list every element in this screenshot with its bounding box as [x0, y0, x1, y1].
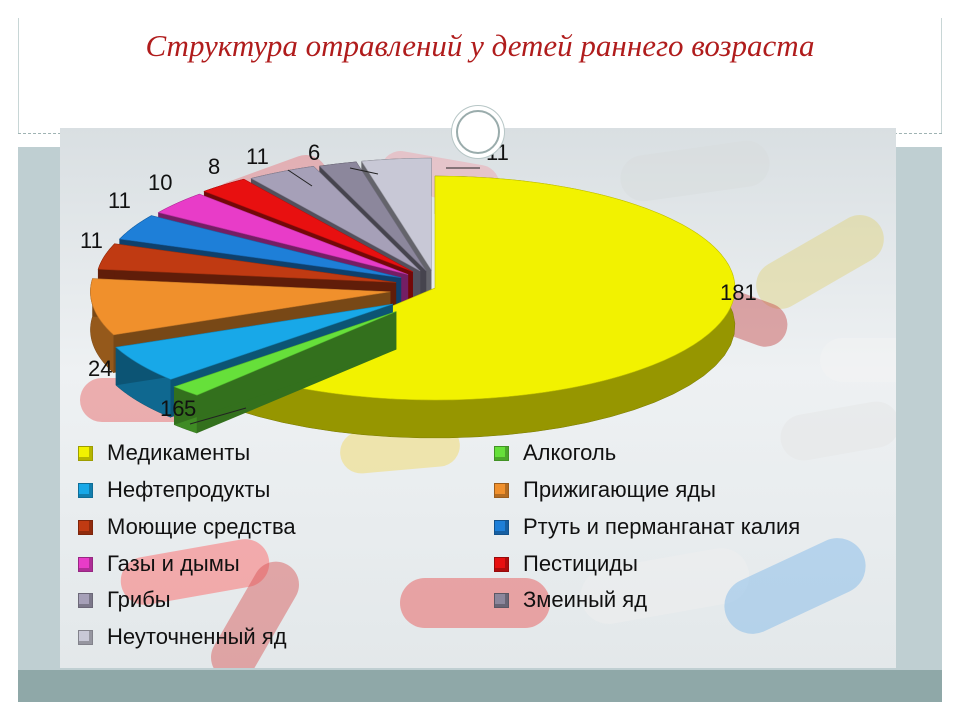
legend-swatch [78, 592, 93, 608]
legend-item-5: Моющие средства [78, 512, 296, 542]
background-pill [580, 548, 750, 624]
data-label-9: 11 [246, 144, 269, 169]
legend-label: Ртуть и перманганат калия [523, 514, 801, 539]
legend-swatch [494, 445, 509, 461]
legend-item-7: Газы и дымы [78, 549, 240, 579]
background-pill [820, 338, 896, 382]
data-label-5: 11 [80, 228, 103, 253]
legend-item-3: Нефтепродукты [78, 475, 270, 505]
data-label-1: 181 [720, 280, 757, 305]
legend-label: Газы и дымы [107, 551, 240, 576]
data-label-8: 8 [208, 154, 220, 179]
legend-swatch [494, 482, 509, 498]
data-label-4: 24 [88, 356, 112, 381]
background-pill [756, 215, 884, 309]
data-label-2: 5 [184, 396, 196, 421]
ornament-circle-icon [456, 110, 500, 154]
background-pill [780, 401, 896, 461]
legend-label: Нефтепродукты [107, 477, 271, 502]
legend-swatch [78, 519, 93, 535]
data-label-6: 11 [108, 188, 131, 213]
legend-swatch [78, 629, 93, 645]
background-pill [620, 140, 770, 202]
leader-line [189, 407, 247, 425]
slide-title: Структура отравлений у детей раннего воз… [145, 28, 815, 63]
legend-swatch [494, 519, 509, 535]
background-pill [120, 539, 270, 605]
chart-area: 181 5 16 24 11 11 10 8 11 6 11 [60, 128, 896, 668]
legend-label: Змеиный яд [523, 587, 648, 612]
legend-swatch [78, 482, 93, 498]
legend-label: Моющие средства [107, 514, 296, 539]
legend-label: Алкоголь [523, 440, 617, 465]
legend-item-10: Змеиный яд [494, 585, 647, 615]
pie-slice-2 [173, 311, 397, 434]
legend-label: Неуточненный яд [107, 624, 287, 649]
legend-item-6: Ртуть и перманганат калия [494, 512, 800, 542]
background-pill [211, 561, 299, 668]
legend-item-8: Пестициды [494, 549, 638, 579]
slide-frame-right [941, 18, 942, 133]
legend-label: Грибы [107, 587, 171, 612]
legend-label: Прижигающие яды [523, 477, 716, 502]
legend-swatch [494, 556, 509, 572]
data-label-10: 6 [308, 140, 320, 165]
data-label-7: 10 [148, 170, 172, 195]
bottom-bar [18, 670, 942, 702]
leader-line [287, 169, 313, 187]
slide-frame-left [18, 18, 19, 133]
legend-item-1: Медикаменты [78, 438, 250, 468]
legend-item-11: Неуточненный яд [78, 622, 287, 652]
legend-swatch [78, 445, 93, 461]
legend-swatch [78, 556, 93, 572]
data-label-3: 16 [160, 396, 184, 421]
legend-label: Медикаменты [107, 440, 251, 465]
background-pill [724, 538, 866, 634]
legend-swatch [494, 592, 509, 608]
legend-item-4: Прижигающие яды [494, 475, 716, 505]
legend-item-9: Грибы [78, 585, 171, 615]
legend-label: Пестициды [523, 551, 638, 576]
background-pill [400, 578, 550, 628]
legend-item-2: Алкоголь [494, 438, 616, 468]
leader-line [349, 167, 379, 175]
